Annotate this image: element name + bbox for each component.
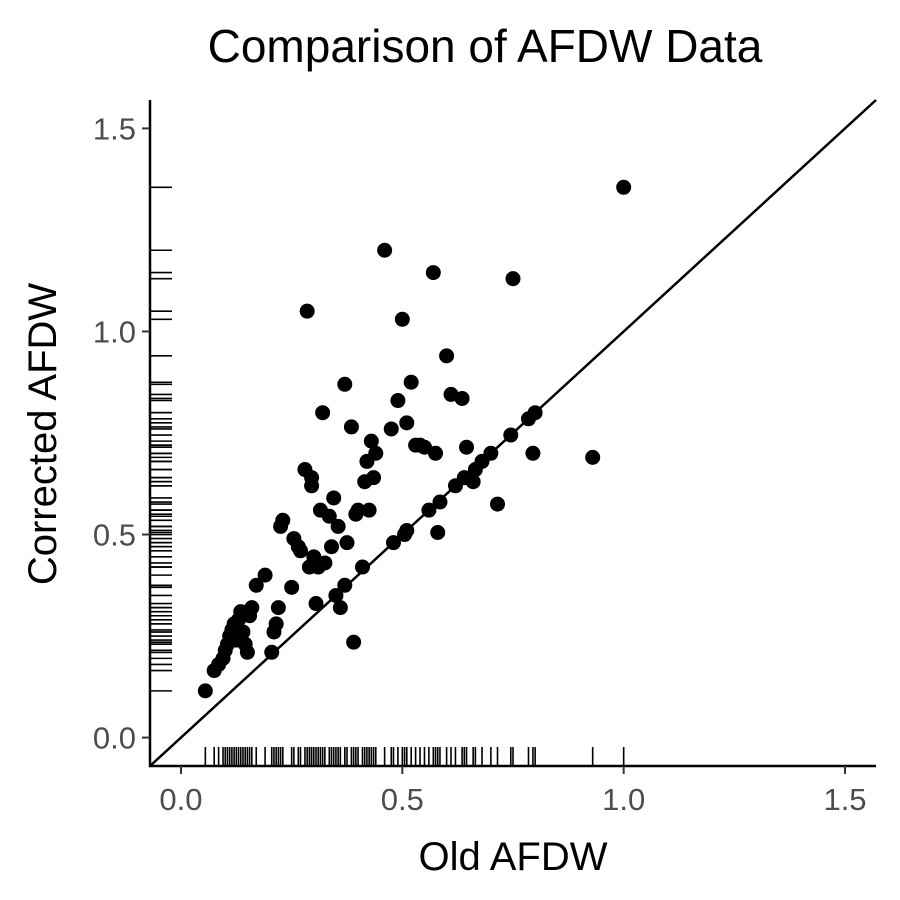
data-point (275, 512, 291, 528)
data-point (337, 577, 353, 593)
data-point (346, 634, 362, 650)
data-point (315, 405, 331, 421)
data-point (321, 508, 337, 524)
data-point (503, 427, 519, 443)
data-point (465, 474, 481, 490)
y-axis-ticks: 0.0 0.5 1.0 1.5 (93, 111, 150, 756)
data-point (317, 555, 333, 571)
data-point (248, 577, 264, 593)
data-point (483, 445, 499, 461)
data-point (361, 502, 377, 518)
data-point (430, 524, 446, 540)
data-point (428, 445, 444, 461)
y-tick-label: 0.5 (93, 518, 136, 553)
chart-title: Comparison of AFDW Data (208, 20, 763, 72)
data-point (328, 587, 344, 603)
data-point (264, 644, 280, 660)
data-point (432, 494, 448, 510)
x-tick-label: 0.5 (381, 782, 424, 817)
data-point (350, 502, 366, 518)
y-tick-label: 0.0 (93, 721, 136, 756)
data-point (257, 567, 273, 583)
data-point (235, 624, 251, 640)
data-point (399, 522, 415, 538)
data-point (284, 579, 300, 595)
axis-lines (148, 100, 876, 768)
data-point (363, 433, 379, 449)
data-point (337, 376, 353, 392)
data-point (368, 445, 384, 461)
data-point (505, 271, 521, 287)
x-axis-title: Old AFDW (419, 835, 608, 879)
data-point (366, 470, 382, 486)
data-points (197, 179, 632, 699)
data-point (459, 439, 475, 455)
data-point (390, 393, 406, 409)
data-point (308, 596, 324, 612)
x-tick-label: 1.5 (823, 782, 866, 817)
data-point (343, 419, 359, 435)
data-point (293, 543, 309, 559)
data-point (197, 683, 213, 699)
x-tick-label: 0.0 (159, 782, 202, 817)
data-point (439, 348, 455, 364)
data-point (332, 600, 348, 616)
data-point (354, 559, 370, 575)
data-point (324, 539, 339, 555)
y-axis-title: Corrected AFDW (21, 283, 65, 586)
data-point (330, 518, 346, 534)
data-point (527, 405, 543, 421)
data-point (326, 490, 342, 506)
data-point (403, 374, 419, 390)
data-point (304, 470, 320, 486)
y-tick-label: 1.0 (93, 314, 136, 349)
data-point (385, 535, 401, 551)
data-point (299, 303, 315, 319)
data-point (421, 502, 437, 518)
y-tick-label: 1.5 (93, 111, 136, 146)
data-point (454, 390, 470, 406)
data-point (270, 600, 286, 616)
data-point (394, 311, 410, 327)
rug-marks (150, 186, 625, 766)
data-point (377, 242, 393, 258)
data-point (416, 439, 432, 455)
data-point (425, 265, 441, 281)
data-point (525, 445, 541, 461)
x-tick-label: 1.0 (602, 782, 645, 817)
data-point (239, 644, 255, 660)
data-point (383, 421, 399, 437)
data-point (339, 535, 355, 551)
data-point (268, 616, 284, 632)
data-point (490, 496, 506, 512)
data-point (585, 449, 601, 465)
x-axis-ticks: 0.0 0.5 1.0 1.5 (159, 766, 867, 817)
data-point (244, 600, 260, 616)
data-point (399, 415, 415, 431)
data-point (616, 179, 632, 195)
